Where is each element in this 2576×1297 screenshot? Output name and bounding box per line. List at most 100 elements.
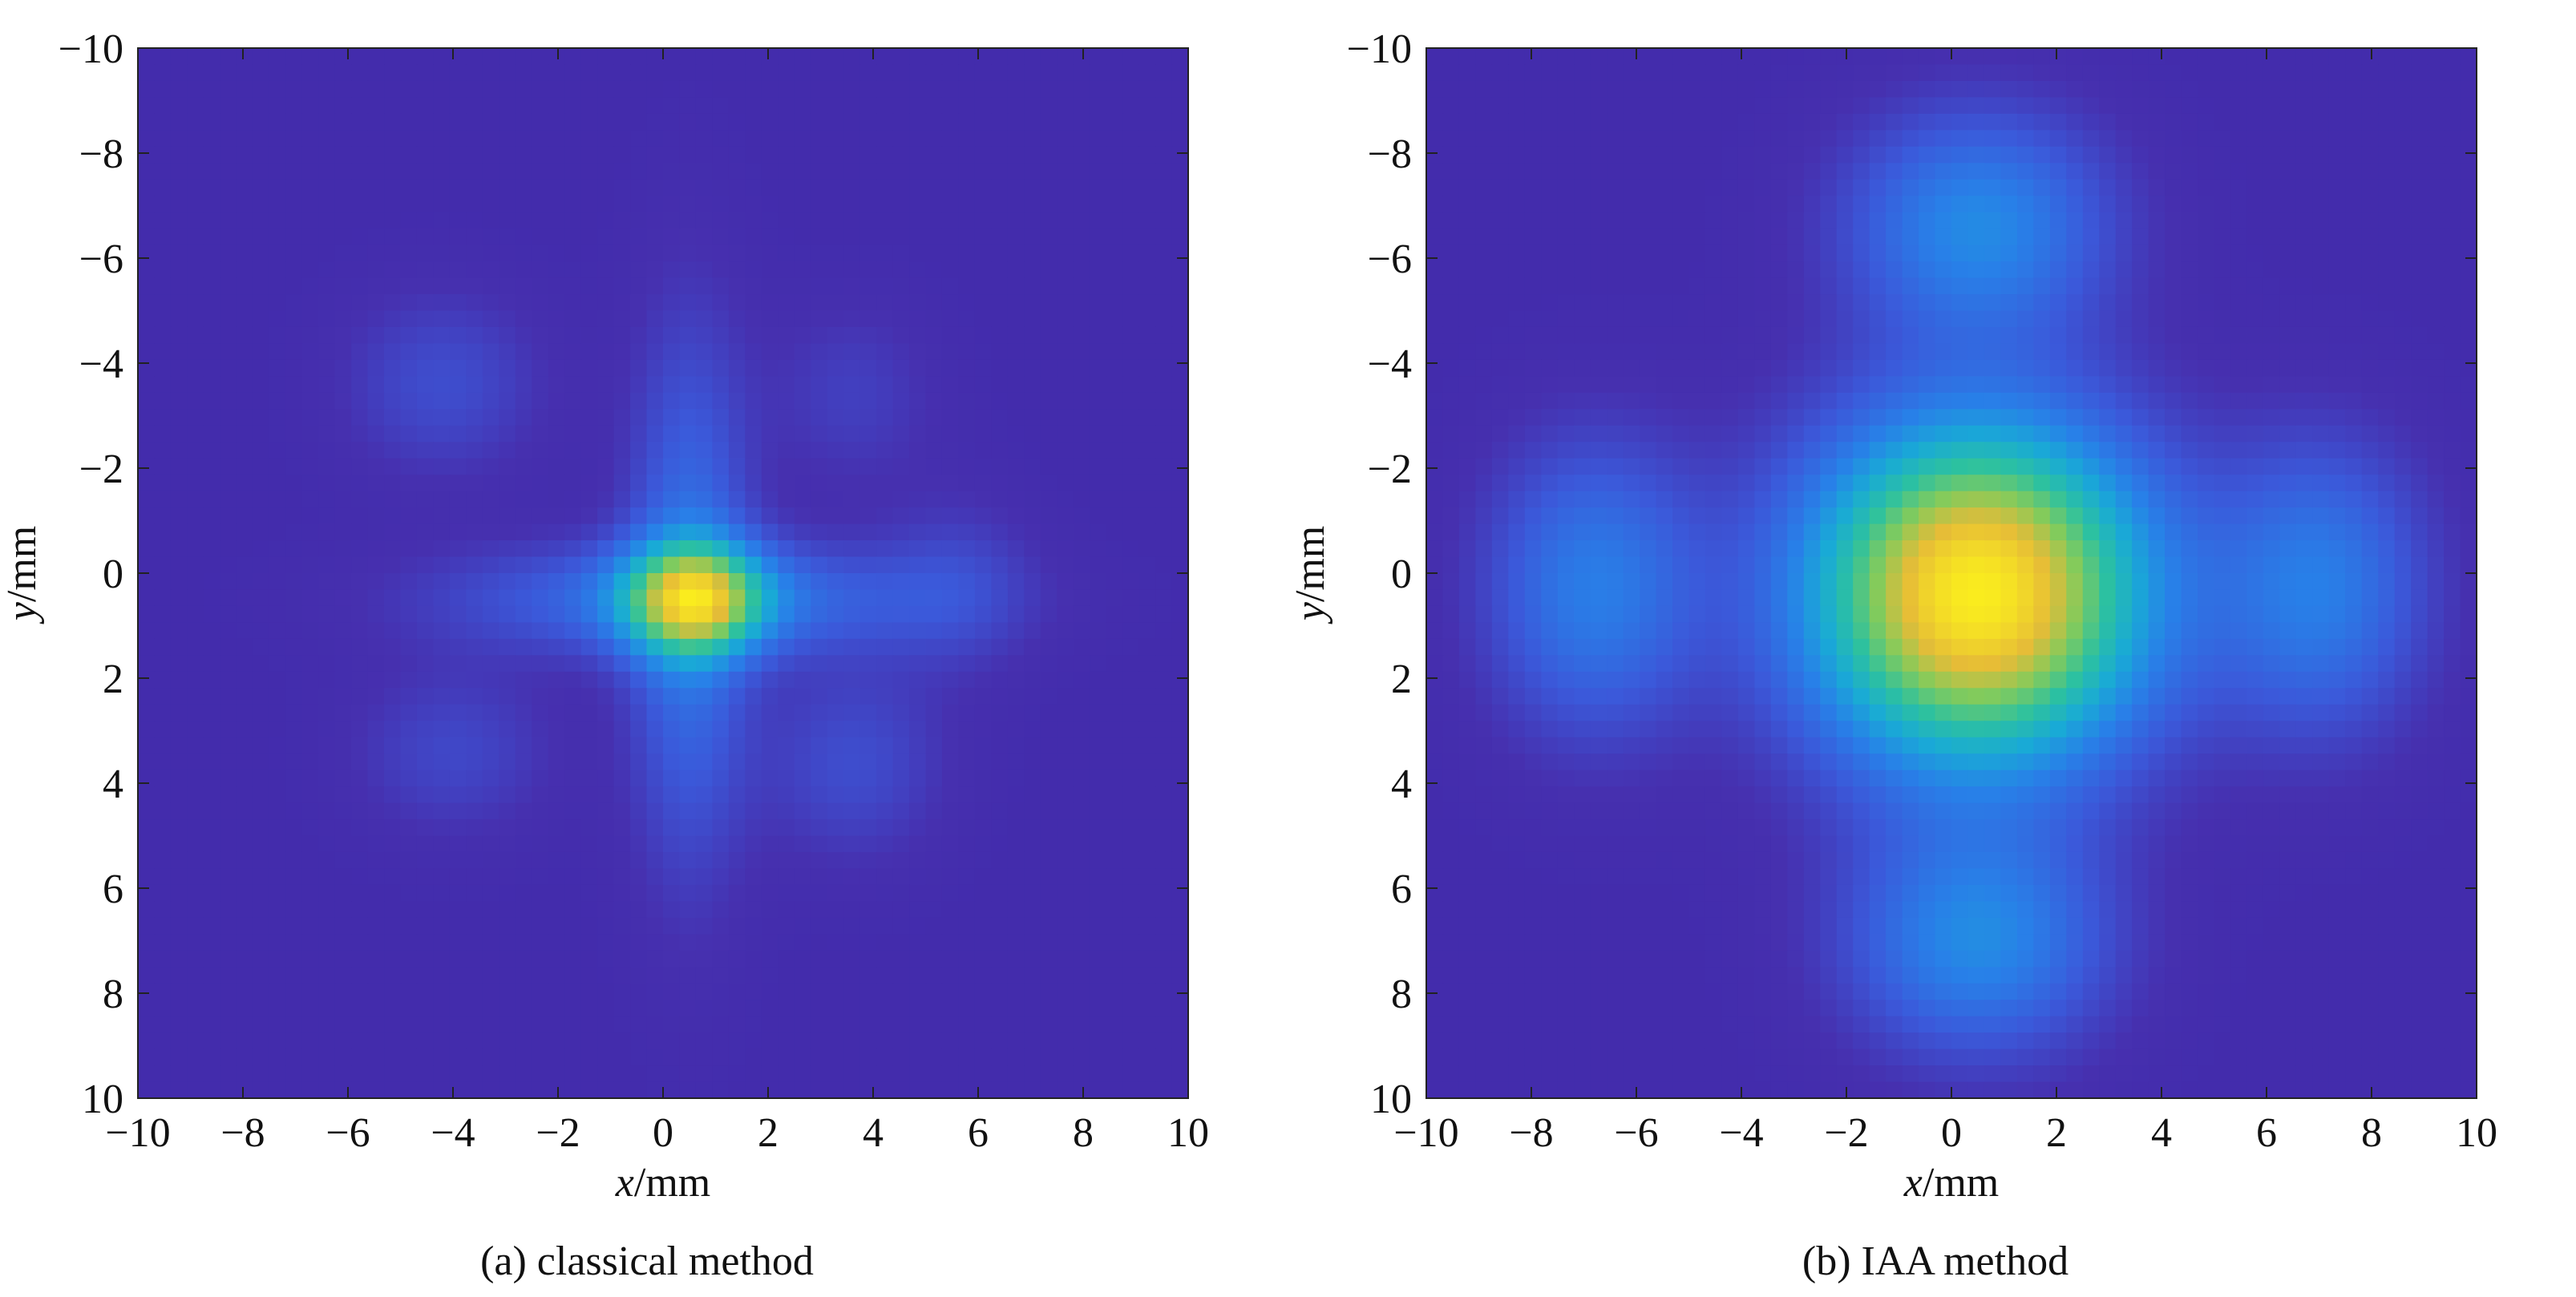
heatmap-cell (1024, 983, 1041, 1000)
heatmap-cell (1138, 556, 1156, 574)
heatmap-cell (597, 261, 615, 279)
heatmap-cell (859, 802, 877, 820)
heatmap-cell (2460, 146, 2477, 164)
heatmap-cell (236, 1049, 253, 1066)
heatmap-cell (827, 950, 844, 968)
heatmap-cell (663, 97, 681, 115)
heatmap-cell (203, 97, 220, 115)
heatmap-cell (1886, 196, 1903, 213)
heatmap-cell (2312, 228, 2330, 246)
heatmap-cell (253, 934, 270, 952)
heatmap-cell (794, 983, 811, 1000)
heatmap-cell (1040, 1032, 1057, 1050)
heatmap-cell (154, 819, 172, 837)
heatmap-cell (564, 376, 582, 394)
heatmap-cell (1040, 540, 1057, 558)
heatmap-cell (187, 901, 204, 919)
heatmap-cell (778, 97, 795, 115)
heatmap-cell (1106, 802, 1123, 820)
heatmap-cell (384, 376, 402, 394)
heatmap-cell (745, 605, 762, 624)
heatmap-cell (597, 163, 615, 180)
heatmap-cell (1024, 835, 1041, 853)
heatmap-cell (269, 573, 286, 591)
heatmap-cell (1007, 950, 1025, 968)
heatmap-cell (1024, 754, 1041, 771)
heatmap-cell (1106, 605, 1123, 624)
heatmap-cell (301, 1049, 319, 1066)
heatmap-cell (138, 605, 156, 624)
heatmap-cell (925, 326, 943, 345)
heatmap-cell (499, 556, 516, 574)
heatmap-cell (301, 244, 319, 262)
heatmap-cell (2214, 163, 2231, 180)
heatmap-cell (2198, 146, 2215, 164)
heatmap-cell (991, 622, 1009, 640)
heatmap-cell (548, 212, 565, 229)
heatmap-cell (187, 1065, 204, 1083)
heatmap-cell (400, 97, 418, 115)
heatmap-cell (925, 442, 943, 459)
heatmap-cell (334, 802, 352, 820)
heatmap-cell (1590, 196, 1607, 213)
heatmap-cell (1171, 425, 1189, 442)
heatmap-cell (2279, 97, 2297, 115)
heatmap-cell (532, 310, 549, 328)
heatmap-cell (843, 1032, 861, 1050)
heatmap-cell (663, 770, 681, 787)
heatmap-cell (1155, 721, 1173, 738)
heatmap-cell (663, 244, 681, 262)
heatmap-cell (466, 458, 483, 475)
heatmap-cell (728, 163, 746, 180)
heatmap-cell (2148, 130, 2166, 147)
heatmap-cell (154, 1049, 172, 1066)
heatmap-cell (482, 523, 499, 541)
heatmap-cell (1155, 901, 1173, 919)
heatmap-cell (745, 851, 762, 870)
heatmap-cell (1171, 655, 1189, 673)
heatmap-cell (253, 754, 270, 771)
heatmap-cell (712, 1049, 730, 1066)
heatmap-cell (2016, 48, 2034, 66)
heatmap-cell (499, 179, 516, 196)
heatmap-cell (482, 851, 499, 870)
heatmap-cell (1155, 754, 1173, 771)
heatmap-cell (1007, 868, 1025, 886)
heatmap-cell (1171, 573, 1189, 591)
heatmap-cell (564, 359, 582, 377)
heatmap-cell (1024, 523, 1041, 541)
heatmap-cell (482, 326, 499, 345)
heatmap-cell (2181, 163, 2198, 180)
heatmap-cell (334, 622, 352, 640)
heatmap-cell (203, 851, 220, 870)
heatmap-cell (728, 605, 746, 624)
heatmap-cell (745, 901, 762, 919)
heatmap-cell (974, 48, 992, 66)
heatmap-cell (974, 770, 992, 787)
heatmap-cell (351, 392, 369, 410)
heatmap-cell (482, 917, 499, 935)
heatmap-cell (1820, 244, 1838, 262)
heatmap-cell (941, 622, 960, 640)
heatmap-cell (613, 97, 631, 115)
heatmap-cell (1155, 228, 1173, 246)
heatmap-cell (646, 212, 664, 229)
heatmap-cell (1040, 671, 1057, 689)
heatmap-cell (613, 48, 631, 66)
heatmap-cell (597, 589, 615, 607)
heatmap-cell (515, 802, 532, 820)
heatmap-cell (827, 179, 844, 196)
heatmap-cell (384, 934, 402, 952)
heatmap-cell (630, 802, 648, 820)
heatmap-cell (2049, 244, 2067, 262)
heatmap-cell (1138, 1049, 1156, 1066)
heatmap-cell (1672, 130, 1690, 147)
heatmap-cell (301, 392, 319, 410)
heatmap-cell (170, 343, 188, 361)
heatmap-cell (1024, 721, 1041, 738)
heatmap-cell (876, 1065, 894, 1083)
heatmap-cell (778, 376, 795, 394)
heatmap-cell (532, 212, 549, 229)
heatmap-cell (663, 622, 681, 640)
heatmap-cell (220, 721, 237, 738)
